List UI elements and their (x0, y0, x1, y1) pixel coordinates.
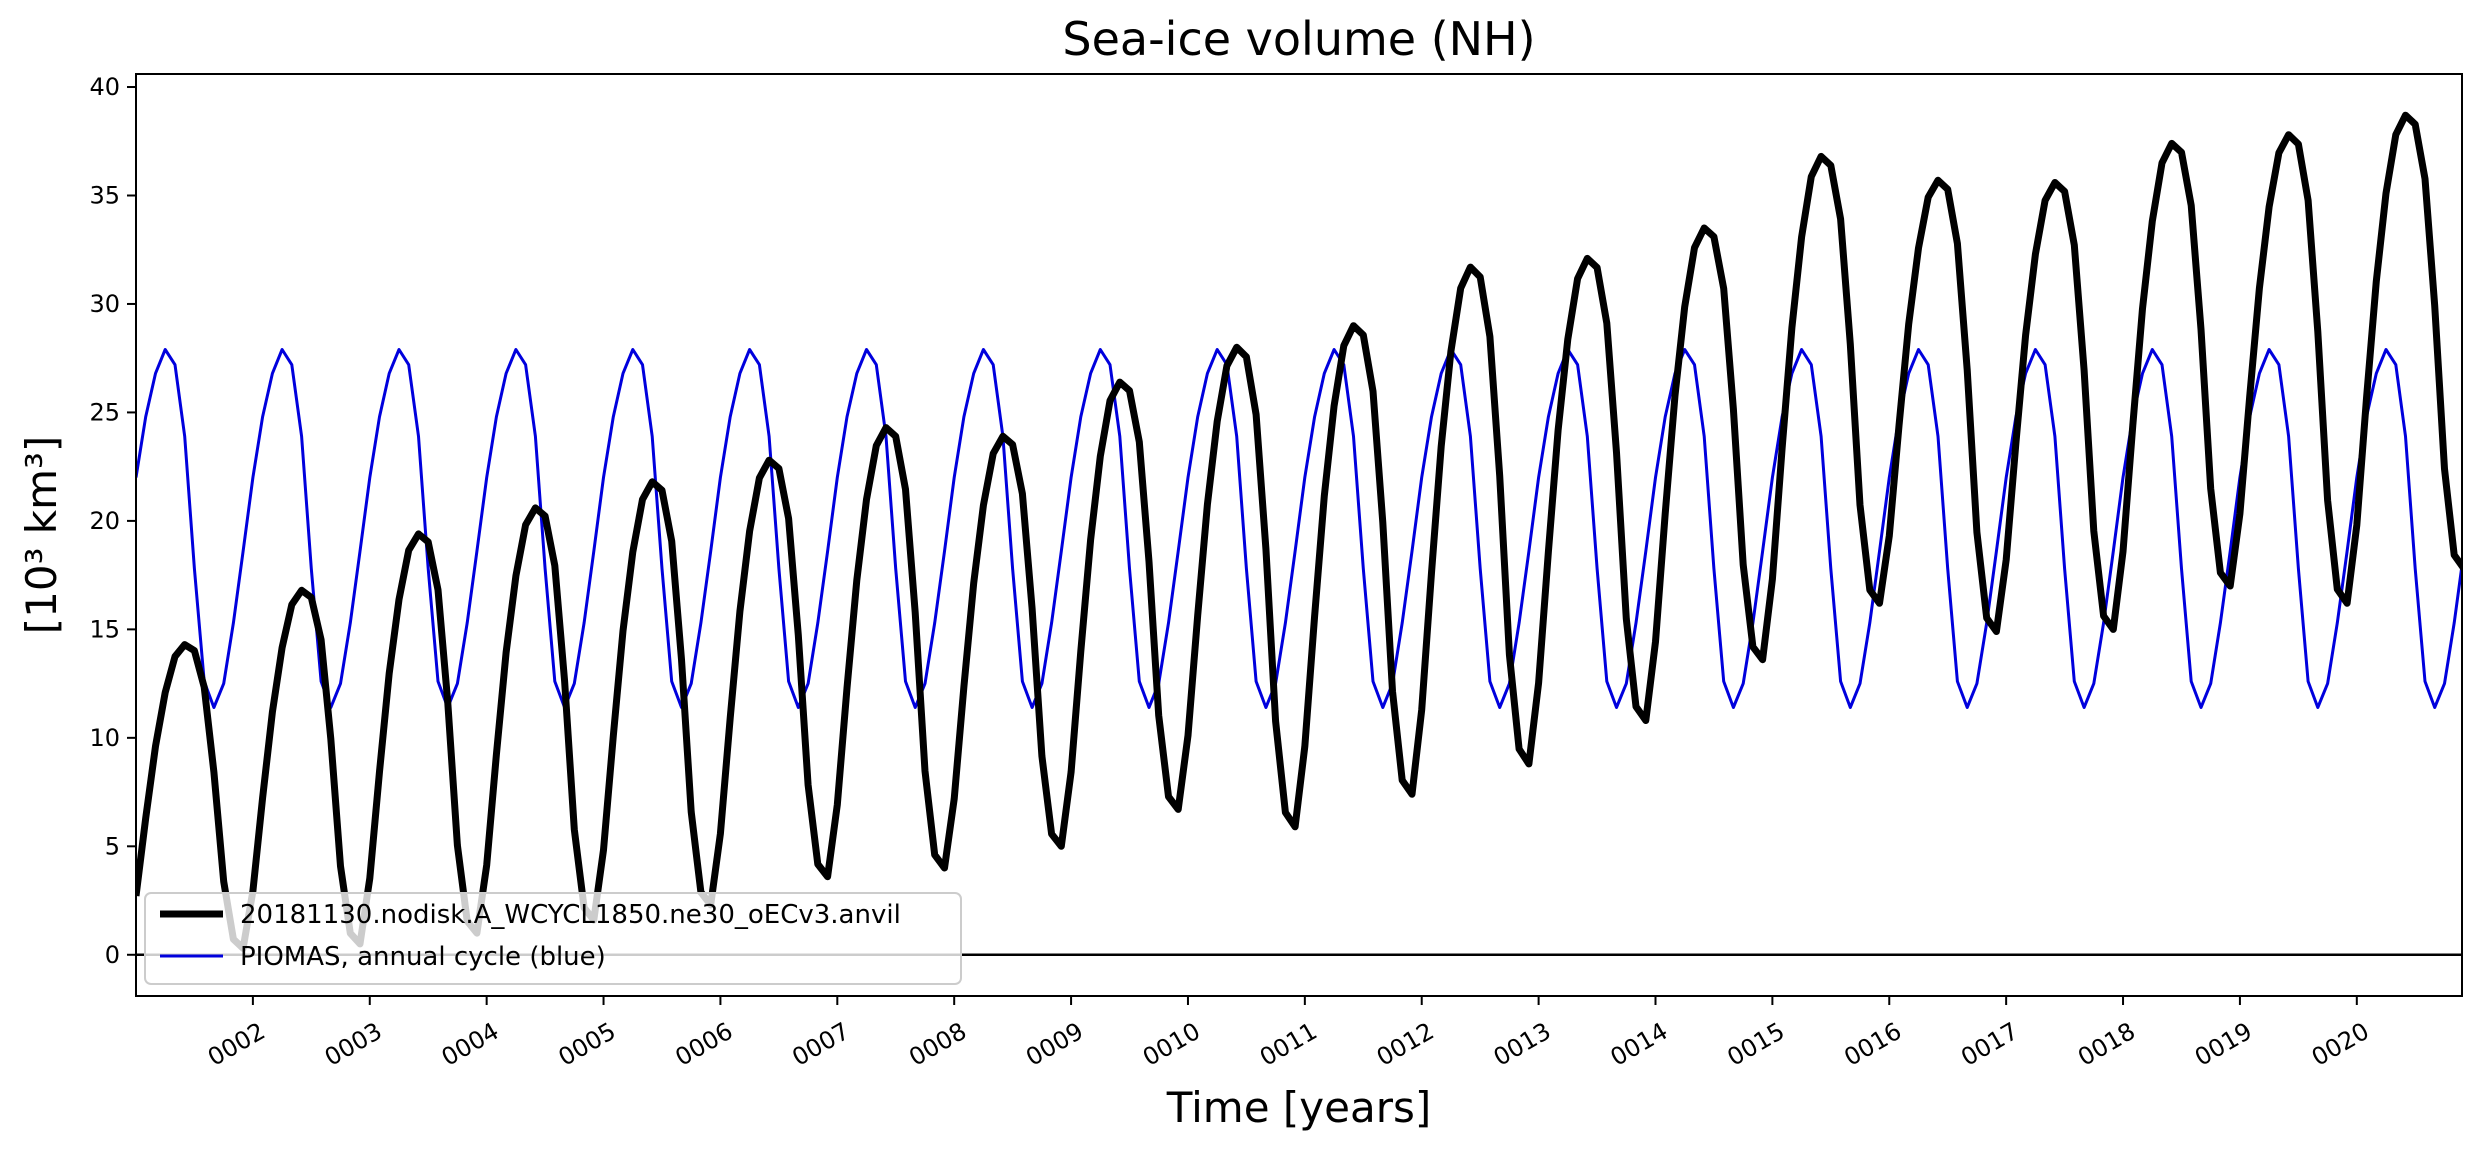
legend-box (144, 892, 962, 985)
y-tick-label: 20 (89, 507, 120, 535)
y-tick-label: 25 (89, 398, 120, 426)
y-axis-label-group: [10³ km³] (17, 436, 66, 634)
plot-frame (135, 73, 2463, 997)
chart-title: Sea-ice volume (NH) (1062, 12, 1535, 66)
y-tick-label: 0 (105, 941, 120, 969)
legend-piomas-label: PIOMAS, annual cycle (blue) (240, 942, 606, 972)
y-tick-label: 5 (105, 832, 120, 860)
y-tick-label: 10 (89, 724, 120, 752)
y-axis-label: [10³ km³] (17, 436, 66, 634)
y-tick-label: 15 (89, 615, 120, 643)
y-tick-label: 30 (89, 290, 120, 318)
x-axis-label: Time [years] (1166, 1083, 1432, 1132)
y-tick-label: 40 (89, 73, 120, 101)
y-tick-label: 35 (89, 181, 120, 209)
legend: 20181130.nodisk.A_WCYCL1850.ne30_oECv3.a… (144, 892, 962, 985)
series-piomas-line (136, 348, 2462, 709)
legend-model-label: 20181130.nodisk.A_WCYCL1850.ne30_oECv3.a… (240, 900, 901, 930)
series-model-line (136, 111, 2462, 952)
